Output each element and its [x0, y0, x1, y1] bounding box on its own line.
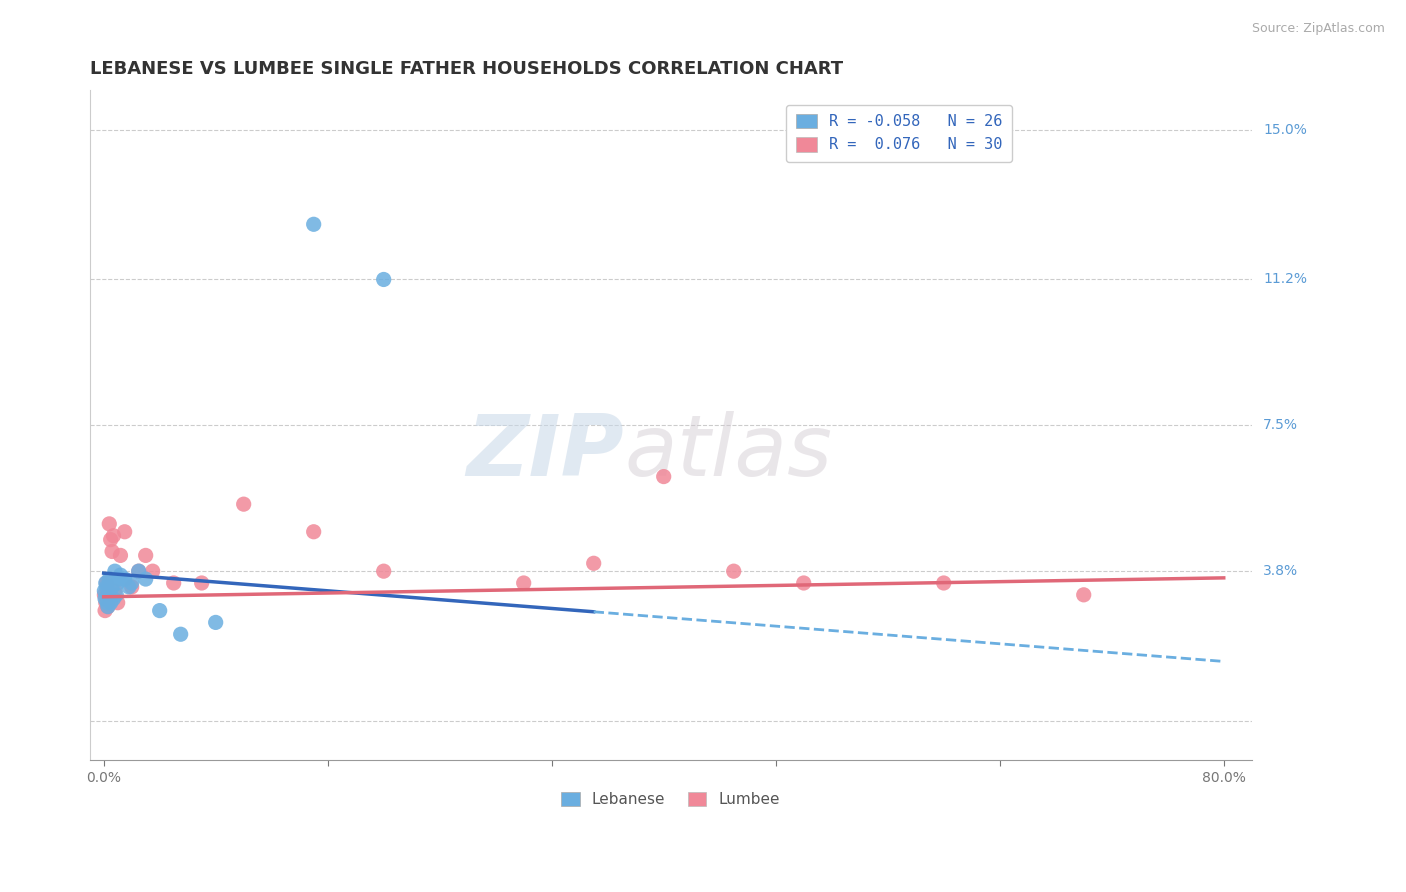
Point: [105, 588, 128, 602]
Point: [652, 469, 675, 483]
Point: [512, 576, 534, 591]
Point: [94, 596, 117, 610]
Point: [96, 580, 118, 594]
Point: [128, 564, 150, 578]
Point: [121, 580, 143, 594]
Point: [103, 529, 125, 543]
Point: [96, 576, 118, 591]
Point: [93, 588, 115, 602]
Text: atlas: atlas: [624, 410, 832, 493]
Point: [100, 533, 122, 547]
Point: [932, 576, 955, 591]
Point: [96, 596, 118, 610]
Point: [103, 591, 125, 606]
Point: [793, 576, 815, 591]
Point: [94, 591, 117, 606]
Point: [97, 599, 120, 614]
Text: ZIP: ZIP: [467, 410, 624, 493]
Point: [94, 576, 117, 591]
Point: [121, 576, 143, 591]
Point: [142, 564, 165, 578]
Point: [135, 572, 157, 586]
Point: [104, 583, 127, 598]
Point: [114, 572, 136, 586]
Point: [163, 576, 186, 591]
Point: [100, 596, 122, 610]
Legend: Lebanese, Lumbee: Lebanese, Lumbee: [555, 786, 786, 813]
Point: [149, 604, 172, 618]
Point: [170, 627, 193, 641]
Point: [128, 564, 150, 578]
Point: [107, 596, 129, 610]
Text: LEBANESE VS LUMBEE SINGLE FATHER HOUSEHOLDS CORRELATION CHART: LEBANESE VS LUMBEE SINGLE FATHER HOUSEHO…: [90, 60, 842, 78]
Point: [94, 604, 117, 618]
Point: [96, 588, 118, 602]
Point: [97, 599, 120, 614]
Point: [190, 576, 212, 591]
Point: [97, 588, 120, 602]
Point: [93, 583, 115, 598]
Point: [98, 572, 121, 586]
Text: 15.0%: 15.0%: [1264, 123, 1308, 136]
Point: [104, 564, 127, 578]
Point: [118, 580, 141, 594]
Point: [101, 580, 124, 594]
Text: Source: ZipAtlas.com: Source: ZipAtlas.com: [1251, 22, 1385, 36]
Point: [114, 524, 136, 539]
Point: [302, 217, 325, 231]
Point: [110, 549, 132, 563]
Point: [108, 572, 131, 586]
Text: 3.8%: 3.8%: [1264, 564, 1299, 578]
Text: 11.2%: 11.2%: [1264, 272, 1308, 286]
Point: [232, 497, 254, 511]
Text: 7.5%: 7.5%: [1264, 418, 1298, 433]
Point: [373, 272, 395, 286]
Point: [373, 564, 395, 578]
Point: [723, 564, 745, 578]
Point: [101, 544, 124, 558]
Point: [582, 556, 605, 570]
Point: [110, 568, 132, 582]
Point: [135, 549, 157, 563]
Point: [1073, 588, 1095, 602]
Point: [204, 615, 226, 630]
Point: [107, 576, 129, 591]
Point: [98, 516, 121, 531]
Point: [302, 524, 325, 539]
